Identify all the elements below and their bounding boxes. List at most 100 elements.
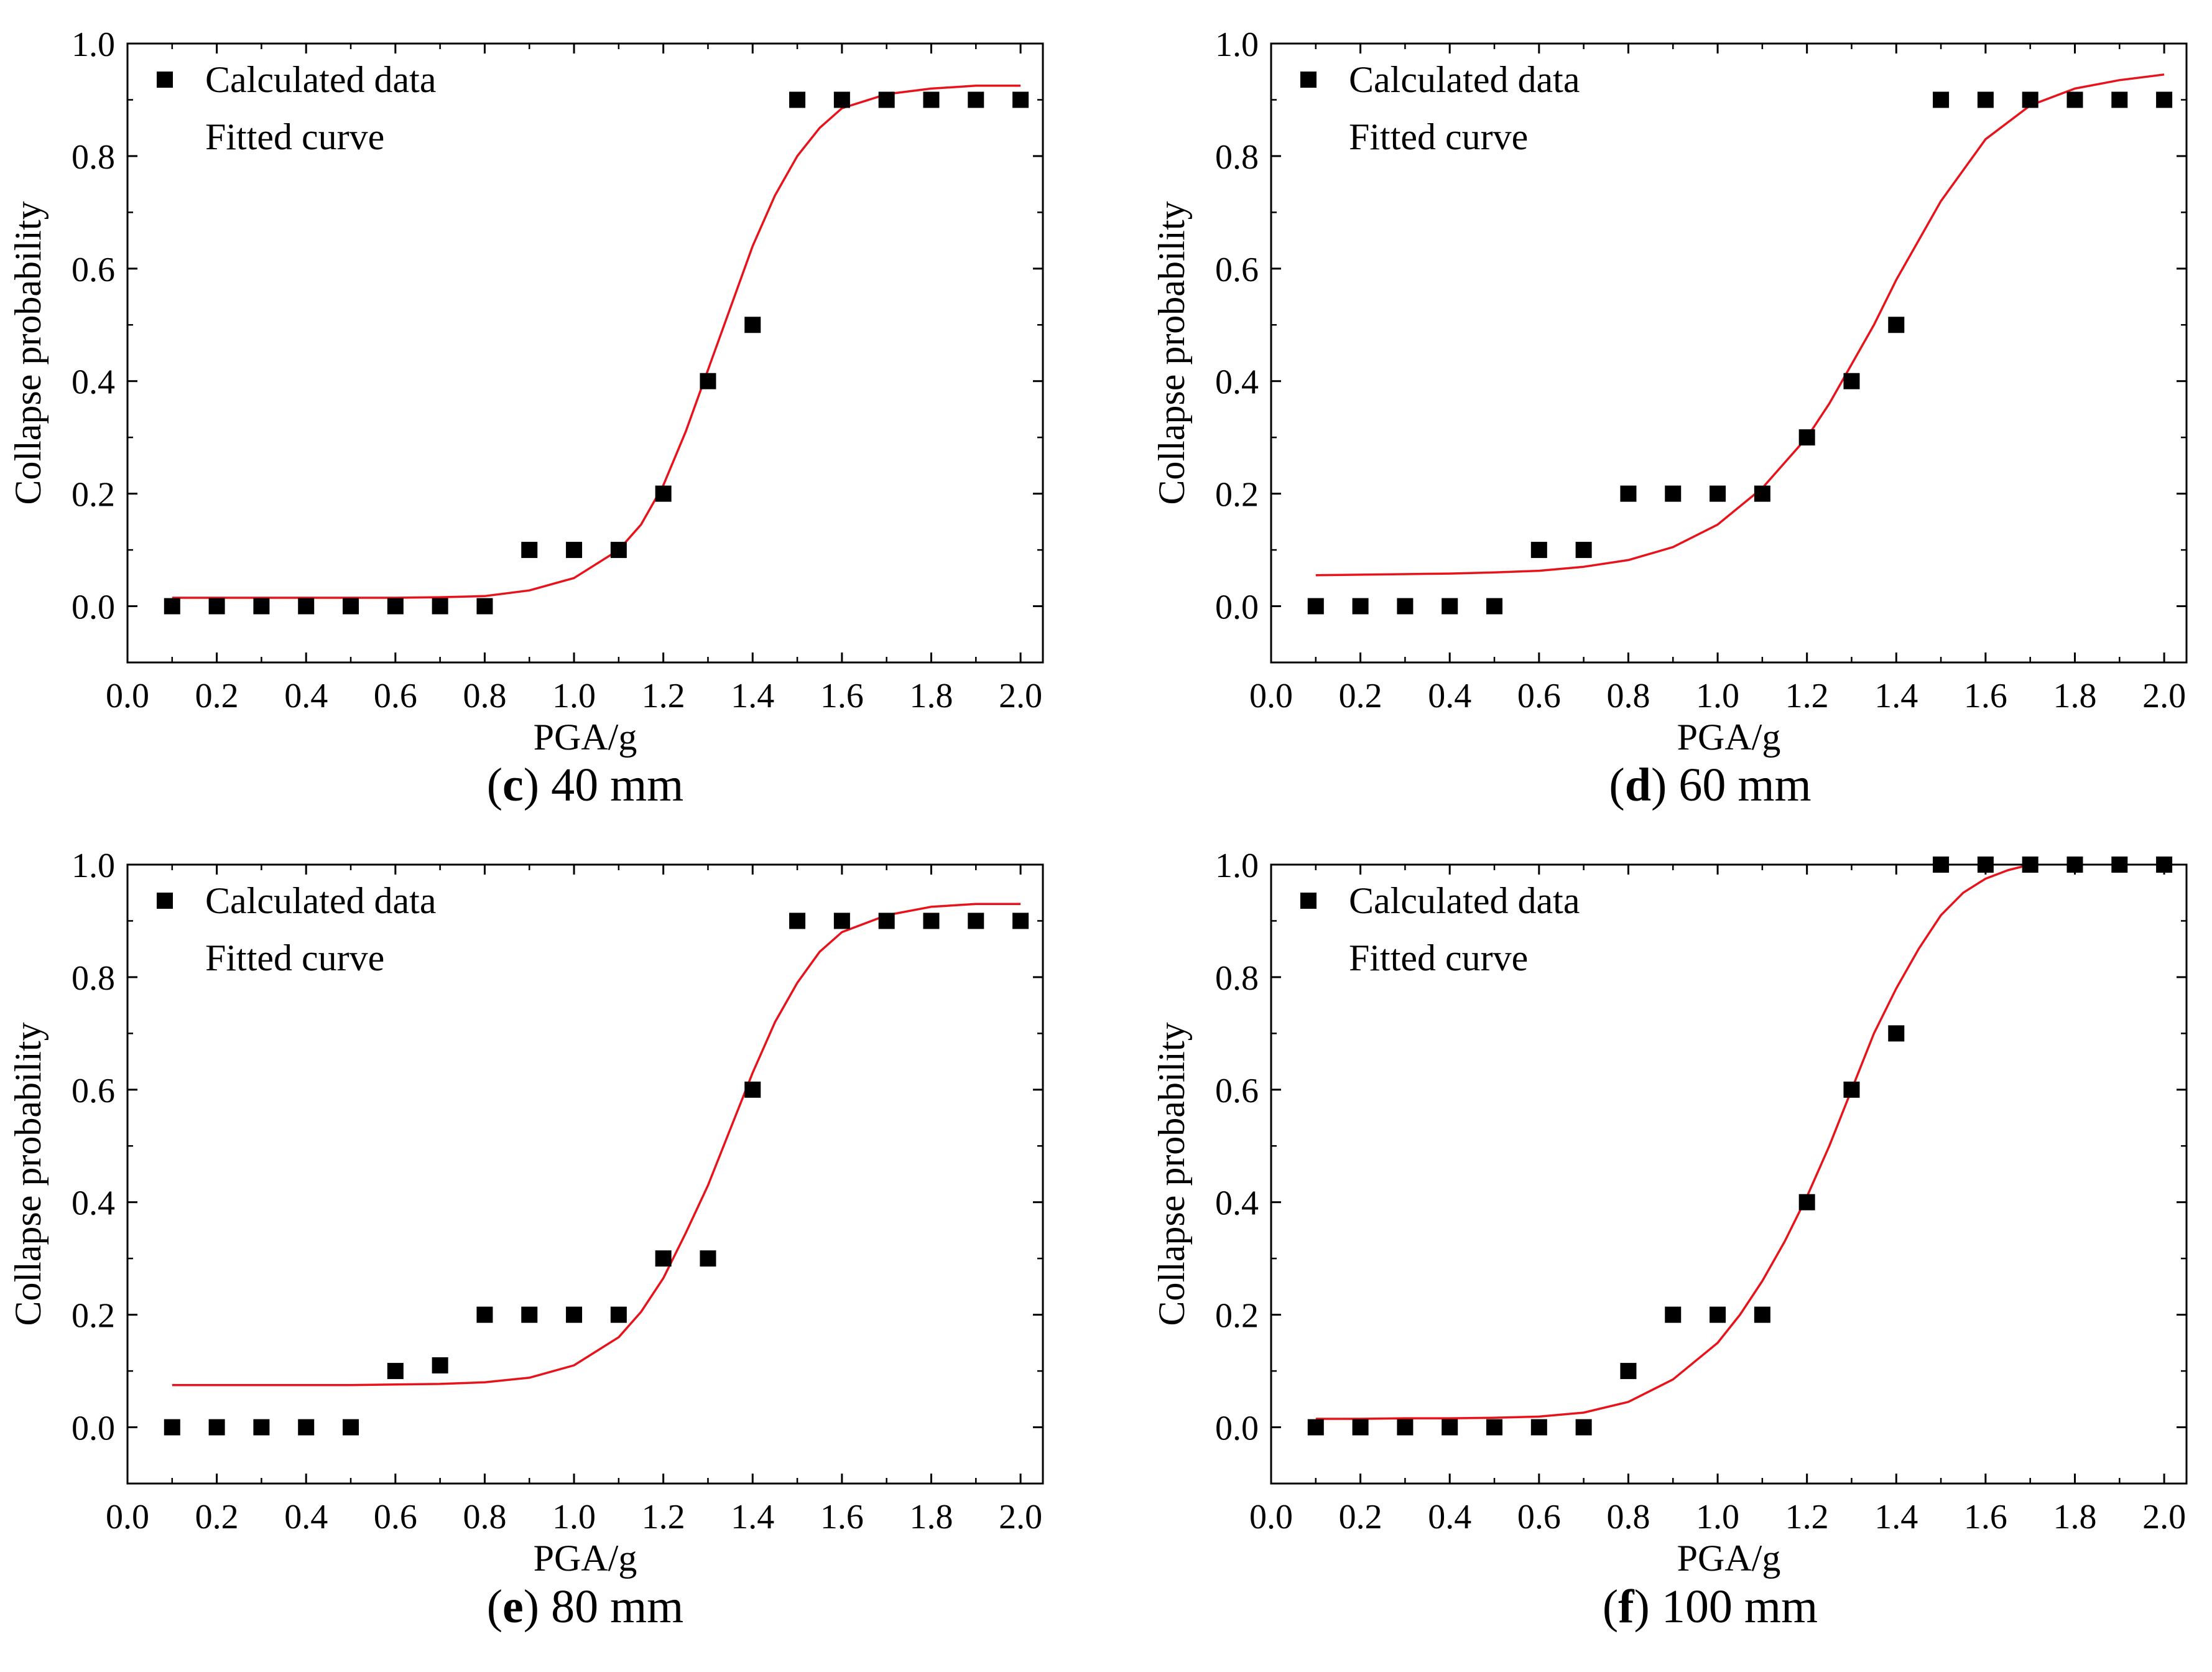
data-point <box>789 913 806 929</box>
x-tick-label-4: 0.8 <box>1606 1498 1650 1536</box>
data-point <box>476 598 493 615</box>
x-tick-label-1: 0.2 <box>195 1498 239 1536</box>
legend-label-fitted: Fitted curve <box>205 937 384 978</box>
y-tick-label-0: 0.0 <box>1215 588 1259 627</box>
x-tick-label-10: 2.0 <box>999 1498 1042 1536</box>
data-point <box>253 1419 270 1436</box>
x-tick-label-9: 1.8 <box>2053 677 2096 715</box>
data-point <box>1620 485 1637 502</box>
data-point <box>1977 91 1994 108</box>
legend-label-calculated: Calculated data <box>1349 880 1580 921</box>
data-point <box>968 913 984 929</box>
data-point <box>1307 1419 1324 1436</box>
data-point <box>1530 1419 1547 1436</box>
data-point <box>1575 542 1592 559</box>
legend-label-calculated: Calculated data <box>1349 59 1580 100</box>
caption: (c) 40 mm <box>487 759 684 811</box>
data-point <box>1530 542 1547 559</box>
x-tick-label-0: 0.0 <box>106 677 149 715</box>
data-point <box>1352 598 1369 615</box>
y-tick-label-3: 0.6 <box>72 251 115 289</box>
x-tick-label-7: 1.4 <box>731 1498 774 1536</box>
data-point <box>2066 857 2083 873</box>
panel-c: (c) 40 mm 0.0 0.2 0.4 0.6 0.8 1.0 1.2 1.4 1.6 1.8… <box>7 26 1044 811</box>
data-point <box>1888 1025 1905 1042</box>
legend-marker <box>1300 72 1317 88</box>
data-point <box>1307 598 1324 615</box>
data-point <box>208 598 225 615</box>
data-point <box>1620 1363 1637 1380</box>
x-tick-label-5: 1.0 <box>552 1498 596 1536</box>
x-tick-label-0: 0.0 <box>1249 1498 1293 1536</box>
legend-label-fitted: Fitted curve <box>1349 116 1528 157</box>
fitted-curve <box>1315 863 2031 1420</box>
data-point <box>2066 91 2083 108</box>
data-point <box>1665 485 1682 502</box>
x-tick-label-4: 0.8 <box>463 1498 506 1536</box>
data-point <box>744 1081 761 1098</box>
x-tick-label-2: 0.4 <box>284 677 328 715</box>
x-tick-label-0: 0.0 <box>1249 677 1293 715</box>
y-tick-label-1: 0.2 <box>1215 1297 1259 1335</box>
data-point <box>2022 91 2038 108</box>
panel-f: (f) 100 mm 0.0 0.2 0.4 0.6 0.8 1.0 1.2 1.4 1.6 1.… <box>1151 847 2188 1633</box>
legend-marker <box>157 893 173 909</box>
data-point <box>1352 1419 1369 1436</box>
x-tick-label-8: 1.6 <box>1964 677 2007 715</box>
data-point <box>2022 857 2038 873</box>
legend-marker <box>1300 893 1317 909</box>
y-tick-label-2: 0.4 <box>72 363 115 402</box>
data-point <box>655 1250 672 1267</box>
plot-frame <box>126 863 1044 1485</box>
data-point <box>1012 913 1029 929</box>
y-tick-label-4: 0.8 <box>1215 138 1259 177</box>
x-tick-label-9: 1.8 <box>909 677 953 715</box>
data-point <box>923 91 940 108</box>
y-axis-title: Collapse probability <box>7 1022 49 1326</box>
x-axis-title: PGA/g <box>1677 717 1781 758</box>
x-tick-label-6: 1.2 <box>642 677 685 715</box>
x-tick-label-2: 0.4 <box>1428 1498 1471 1536</box>
data-point <box>700 1250 716 1267</box>
x-tick-label-9: 1.8 <box>2053 1498 2096 1536</box>
y-tick-label-5: 1.0 <box>1215 847 1259 885</box>
caption: (e) 80 mm <box>487 1581 684 1633</box>
y-axis-title: Collapse probability <box>7 201 49 504</box>
x-tick-label-6: 1.2 <box>1785 677 1829 715</box>
data-point <box>1665 1306 1682 1323</box>
data-point <box>208 1419 225 1436</box>
y-tick-label-1: 0.2 <box>1215 476 1259 514</box>
data-point <box>2156 91 2173 108</box>
fitted-curve <box>172 903 1021 1386</box>
data-point <box>1442 598 1458 615</box>
y-tick-label-2: 0.4 <box>1215 1184 1259 1223</box>
x-tick-label-8: 1.6 <box>820 1498 864 1536</box>
data-point <box>1933 857 1950 873</box>
x-axis-title: PGA/g <box>534 1538 637 1579</box>
data-point <box>566 542 583 559</box>
data-point <box>1012 91 1029 108</box>
fitted-curve <box>1315 73 2165 577</box>
data-point <box>1933 91 1950 108</box>
x-axis-title: PGA/g <box>534 717 637 758</box>
y-tick-label-1: 0.2 <box>72 476 115 514</box>
data-point <box>833 91 850 108</box>
data-point <box>343 598 359 615</box>
data-point <box>298 1419 315 1436</box>
data-point <box>566 1306 583 1323</box>
y-tick-label-4: 0.8 <box>72 138 115 177</box>
data-point <box>476 1306 493 1323</box>
data-point <box>432 1357 448 1374</box>
data-point <box>700 373 716 389</box>
legend-label-fitted: Fitted curve <box>1349 937 1528 978</box>
data-point <box>1710 485 1726 502</box>
data-point <box>878 913 895 929</box>
data-point <box>1754 1306 1770 1323</box>
x-tick-label-0: 0.0 <box>106 1498 149 1536</box>
y-tick-label-1: 0.2 <box>72 1297 115 1335</box>
data-point <box>789 91 806 108</box>
x-tick-label-3: 0.6 <box>1517 677 1561 715</box>
x-tick-label-9: 1.8 <box>909 1498 953 1536</box>
data-point <box>521 542 538 559</box>
